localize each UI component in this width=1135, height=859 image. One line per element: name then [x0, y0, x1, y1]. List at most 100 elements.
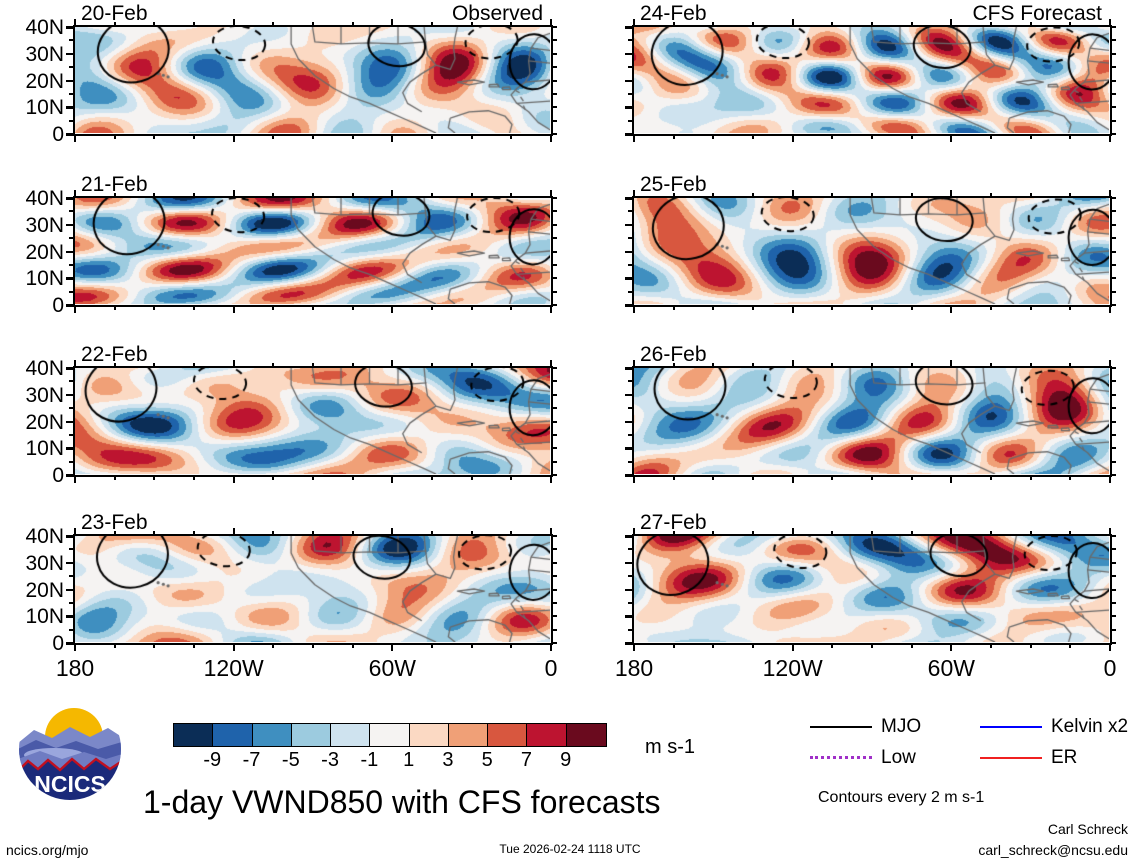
- x-axis-tick: [470, 193, 473, 198]
- x-axis-tick: [550, 305, 552, 313]
- y-axis-minor-tick: [1110, 66, 1116, 69]
- x-axis-tick: [910, 475, 913, 480]
- y-axis-minor-tick: [1110, 447, 1116, 450]
- x-axis-tick: [672, 134, 675, 139]
- colorbar-segment: [409, 724, 449, 746]
- x-axis-tick: [510, 22, 513, 27]
- y-axis-minor-tick: [628, 380, 634, 383]
- x-axis-tick: [312, 643, 314, 648]
- x-axis-tick: [1069, 193, 1072, 198]
- y-axis-minor-tick: [628, 474, 634, 476]
- y-axis-minor-tick: [69, 237, 75, 240]
- x-axis-tick: [910, 134, 913, 139]
- x-axis-tick: [910, 363, 913, 368]
- timestamp: Tue 2026-02-24 1118 UTC: [499, 842, 641, 856]
- y-axis-minor-tick: [551, 263, 557, 266]
- ncics-logo[interactable]: NCICS: [18, 697, 122, 801]
- legend-entry-label: ER: [1051, 747, 1078, 768]
- x-axis-tick: [312, 475, 314, 480]
- x-axis-tick: [1029, 363, 1032, 368]
- x-axis-tick: [550, 528, 552, 536]
- colorbar-segment: [488, 724, 528, 746]
- colorbar-tick-label: 7: [520, 749, 533, 771]
- x-axis-tick: [1069, 643, 1072, 648]
- x-axis-tick: [1109, 19, 1111, 27]
- x-axis-tick: [113, 134, 116, 139]
- y-axis-minor-tick: [628, 575, 634, 578]
- x-axis-tick: [193, 134, 195, 139]
- map-field: [75, 27, 550, 133]
- x-axis-tick: [752, 134, 754, 139]
- x-axis-tick: [391, 643, 394, 651]
- x-axis-tick: [791, 305, 794, 313]
- x-axis-tick: [831, 531, 834, 536]
- map-field: [75, 536, 550, 642]
- colorbar-tick-label: 1: [403, 749, 415, 771]
- colorbar-segment: [448, 724, 489, 746]
- x-axis-tick: [510, 193, 513, 198]
- x-axis-tick: [633, 360, 635, 368]
- y-axis-minor-tick: [628, 601, 634, 604]
- map-panel: [632, 366, 1112, 477]
- x-axis-tick: [193, 193, 195, 198]
- x-axis-label: 180: [55, 655, 95, 681]
- x-axis-tick: [550, 19, 552, 27]
- y-axis-minor-tick: [1110, 407, 1116, 410]
- y-axis-minor-tick: [628, 460, 634, 463]
- colorbar-tick-label: -5: [281, 749, 300, 771]
- y-axis-minor-tick: [628, 277, 634, 280]
- x-axis-label: 0: [1103, 655, 1117, 681]
- y-axis-minor-tick: [69, 92, 75, 95]
- x-axis-tick: [391, 134, 394, 142]
- x-axis-tick: [351, 531, 354, 536]
- x-axis-label: 60W: [368, 655, 416, 681]
- x-axis-tick: [910, 531, 913, 536]
- x-axis-tick: [712, 531, 715, 536]
- x-axis-label: 60W: [927, 655, 975, 681]
- y-axis-minor-tick: [551, 26, 557, 28]
- y-axis-minor-tick: [551, 304, 557, 306]
- x-axis-tick: [712, 305, 715, 310]
- y-axis-minor-tick: [628, 615, 634, 618]
- legend-entry: ER: [980, 748, 1077, 767]
- y-axis-minor-tick: [69, 601, 75, 604]
- colorbar-tick-label: 5: [481, 749, 493, 771]
- y-axis-minor-tick: [69, 407, 75, 410]
- legend-entry-label: MJO: [881, 716, 922, 737]
- y-axis-label: 40N: [25, 16, 64, 39]
- y-axis-minor-tick: [69, 26, 75, 28]
- colorbar-segment: [566, 724, 606, 746]
- x-axis-tick: [831, 363, 834, 368]
- y-axis-minor-tick: [551, 197, 557, 199]
- x-axis-tick: [712, 193, 715, 198]
- map-field: [634, 368, 1109, 474]
- x-axis-tick: [74, 360, 76, 368]
- y-axis-minor-tick: [551, 250, 557, 253]
- y-axis-minor-tick: [69, 52, 75, 55]
- y-axis-minor-tick: [551, 642, 557, 644]
- x-axis-tick: [272, 193, 275, 198]
- x-axis-tick: [550, 475, 552, 483]
- x-axis-tick: [1029, 305, 1032, 310]
- x-axis-tick: [510, 305, 513, 310]
- y-axis-minor-tick: [551, 575, 557, 578]
- x-axis-tick: [1029, 193, 1032, 198]
- y-axis-label: 20N: [25, 410, 64, 434]
- x-axis-tick: [232, 190, 235, 198]
- x-axis-tick: [712, 134, 715, 139]
- x-axis-tick: [672, 363, 675, 368]
- x-axis-tick: [153, 475, 156, 480]
- x-axis-tick: [990, 531, 992, 536]
- x-axis-tick: [550, 190, 552, 198]
- y-axis-minor-tick: [69, 420, 75, 423]
- y-axis-label: 40N: [25, 357, 64, 380]
- legend-entry-label: Kelvin x2: [1051, 716, 1129, 737]
- y-axis-minor-tick: [628, 39, 634, 42]
- x-axis-tick: [470, 305, 473, 310]
- x-axis-tick: [791, 528, 794, 536]
- y-axis-minor-tick: [628, 407, 634, 410]
- x-axis-tick: [1109, 528, 1111, 536]
- y-axis-minor-tick: [628, 393, 634, 396]
- x-axis-tick: [351, 363, 354, 368]
- y-axis-minor-tick: [1110, 197, 1116, 199]
